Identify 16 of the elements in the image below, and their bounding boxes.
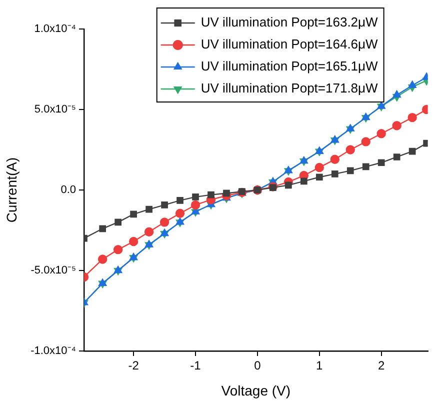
x-tick-label: 1 [316, 358, 324, 373]
y-tick-label: 5.0x10⁻⁵ [34, 104, 76, 116]
x-tick-label: -1 [190, 358, 202, 373]
legend-label: UV illumination Popt=165.1μW [200, 58, 379, 74]
legend-label: UV illumination Popt=164.6μW [200, 36, 379, 52]
y-tick-label: -1.0x10⁻⁴ [30, 345, 76, 358]
x-tick-label: -2 [128, 358, 140, 373]
legend-label: UV illumination Popt=171.8μW [200, 80, 379, 96]
y-tick-label: 0.0 [60, 184, 76, 196]
x-tick-label: 0 [254, 358, 262, 373]
y-axis-title: Current(A) [3, 157, 20, 223]
x-axis-title: Voltage (V) [221, 382, 291, 398]
y-tick-label: 1.0x10⁻⁴ [34, 23, 76, 36]
y-tick-label: -5.0x10⁻⁵ [30, 264, 76, 277]
x-tick-label: 2 [378, 358, 385, 373]
legend-label: UV illumination Popt=163.2μW [200, 14, 379, 30]
